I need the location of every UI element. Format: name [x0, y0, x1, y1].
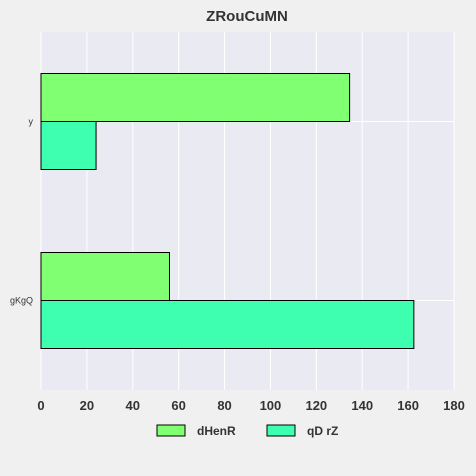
x-tick-label: 20	[80, 398, 94, 413]
chart-title: ZRouCuMN	[206, 8, 288, 25]
x-tick-label: 160	[397, 398, 419, 413]
y-tick-label: y	[29, 117, 34, 127]
bar	[40, 121, 97, 170]
bar	[40, 300, 415, 349]
x-tick-label: 180	[443, 398, 465, 413]
x-tick-label: 120	[305, 398, 327, 413]
x-tick-label: 0	[37, 398, 44, 413]
legend-swatch	[266, 424, 296, 437]
x-tick-label: 60	[171, 398, 185, 413]
x-tick-label: 100	[260, 398, 282, 413]
y-axis-ticks: y gKgQ	[10, 117, 34, 306]
legend: dHenR qD rZ	[156, 424, 338, 438]
y-tick-label: gKgQ	[10, 296, 33, 306]
legend-label: qD rZ	[307, 424, 338, 438]
x-tick-label: 40	[126, 398, 140, 413]
bar	[40, 252, 170, 301]
x-tick-label: 140	[351, 398, 373, 413]
x-tick-label: 80	[217, 398, 231, 413]
x-axis-ticks: 0 20 40 60 80 100 120 140 160 180	[37, 398, 464, 413]
bars	[40, 73, 415, 349]
legend-swatch	[156, 424, 186, 437]
legend-label: dHenR	[197, 424, 236, 438]
bar	[40, 73, 351, 122]
